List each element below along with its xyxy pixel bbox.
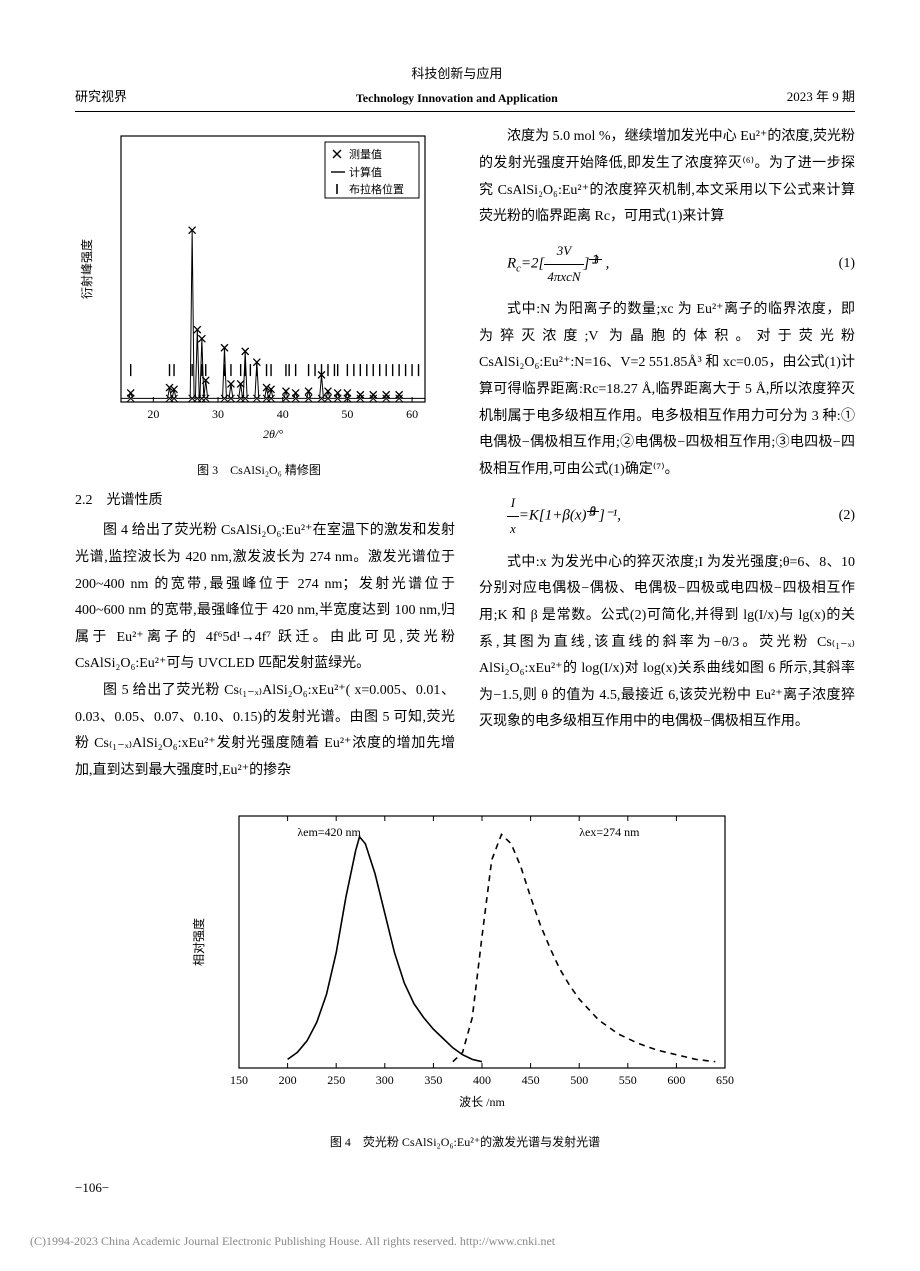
header-right: 2023 年 9 期 — [787, 85, 855, 110]
eq2-number: (2) — [839, 503, 855, 530]
svg-text:50: 50 — [341, 407, 353, 421]
svg-text:650: 650 — [716, 1073, 734, 1087]
equation-1: Rc=2[3V4πxcN]13 , (1) — [479, 239, 855, 289]
header-left: 研究视界 — [75, 85, 127, 110]
page-header: 研究视界 科技创新与应用 Technology Innovation and A… — [75, 62, 855, 112]
svg-text:相对强度: 相对强度 — [191, 918, 206, 966]
svg-text:布拉格位置: 布拉格位置 — [349, 182, 404, 196]
eq1-body: Rc=2[3V4πxcN]13 , — [507, 239, 609, 289]
svg-text:600: 600 — [667, 1073, 685, 1087]
figure-3: 20 30 40 50 60 2θ/° 衍射峰强度 测量值计算值布拉格位置 图 3 CsAlS… — [75, 124, 443, 481]
paragraph-1: 图 4 给出了荧光粉 CsAlSi₂O₆:Eu²⁺在室温下的激发和发射光谱,监控… — [75, 518, 455, 678]
svg-text:60: 60 — [406, 407, 418, 421]
svg-text:2θ/°: 2θ/° — [263, 427, 283, 441]
left-column: 20 30 40 50 60 2θ/° 衍射峰强度 测量值计算值布拉格位置 图 3 CsAlS… — [75, 124, 455, 784]
svg-text:λem=420 nm: λem=420 nm — [297, 825, 361, 839]
section-2-2-heading: 2.2 光谱性质 — [75, 488, 455, 515]
two-column-layout: 20 30 40 50 60 2θ/° 衍射峰强度 测量值计算值布拉格位置 图 3 CsAlS… — [75, 124, 855, 784]
svg-text:20: 20 — [147, 407, 159, 421]
svg-text:500: 500 — [570, 1073, 588, 1087]
svg-text:200: 200 — [279, 1073, 297, 1087]
paragraph-2: 图 5 给出了荧光粉 Cs₍₁₋ₓ₎AlSi₂O₆:xEu²⁺( x=0.005… — [75, 678, 455, 784]
svg-text:计算值: 计算值 — [349, 165, 382, 179]
svg-text:350: 350 — [424, 1073, 442, 1087]
svg-text:150: 150 — [230, 1073, 248, 1087]
header-center: 科技创新与应用 Technology Innovation and Applic… — [356, 62, 558, 109]
page-number: −106− — [75, 1176, 109, 1201]
right-column: 浓度为 5.0 mol %，继续增加发光中心 Eu²⁺的浓度,荧光粉的发射光强度… — [479, 124, 855, 784]
svg-text:300: 300 — [376, 1073, 394, 1087]
svg-text:30: 30 — [212, 407, 224, 421]
paragraph-3: 浓度为 5.0 mol %，继续增加发光中心 Eu²⁺的浓度,荧光粉的发射光强度… — [479, 124, 855, 230]
figure-4: 150 200 250 300 350 400 450 500 550 600 650 波长 /nm 相… — [185, 802, 745, 1153]
svg-text:250: 250 — [327, 1073, 345, 1087]
svg-text:450: 450 — [522, 1073, 540, 1087]
fig3-caption: 图 3 CsAlSi₂O₆ 精修图 — [75, 459, 443, 482]
eq1-number: (1) — [839, 251, 855, 278]
equation-2: Ix=K[1+β(x)θ3]⁻¹, (2) — [479, 491, 855, 541]
footer-copyright: (C)1994-2023 China Academic Journal Elec… — [0, 1230, 920, 1253]
fig4-caption: 图 4 荧光粉 CsAlSi₂O₆:Eu²⁺的激发光谱与发射光谱 — [185, 1131, 745, 1154]
svg-text:400: 400 — [473, 1073, 491, 1087]
fig3-chart: 20 30 40 50 60 2θ/° 衍射峰强度 测量值计算值布拉格位置 — [75, 124, 443, 444]
svg-text:波长 /nm: 波长 /nm — [459, 1095, 505, 1109]
svg-text:λex=274 nm: λex=274 nm — [579, 825, 640, 839]
svg-text:40: 40 — [277, 407, 289, 421]
svg-text:550: 550 — [619, 1073, 637, 1087]
svg-text:测量值: 测量值 — [349, 148, 382, 161]
paragraph-5: 式中:x 为发光中心的猝灭浓度;I 为发光强度;θ=6、8、10 分别对应电偶极… — [479, 550, 855, 736]
fig4-chart: 150 200 250 300 350 400 450 500 550 600 650 波长 /nm 相… — [185, 802, 745, 1112]
paragraph-4: 式中:N 为阳离子的数量;xc 为 Eu²⁺离子的临界浓度，即为猝灭浓度;V 为… — [479, 297, 855, 483]
svg-text:衍射峰强度: 衍射峰强度 — [79, 239, 94, 299]
eq2-body: Ix=K[1+β(x)θ3]⁻¹, — [507, 491, 621, 541]
